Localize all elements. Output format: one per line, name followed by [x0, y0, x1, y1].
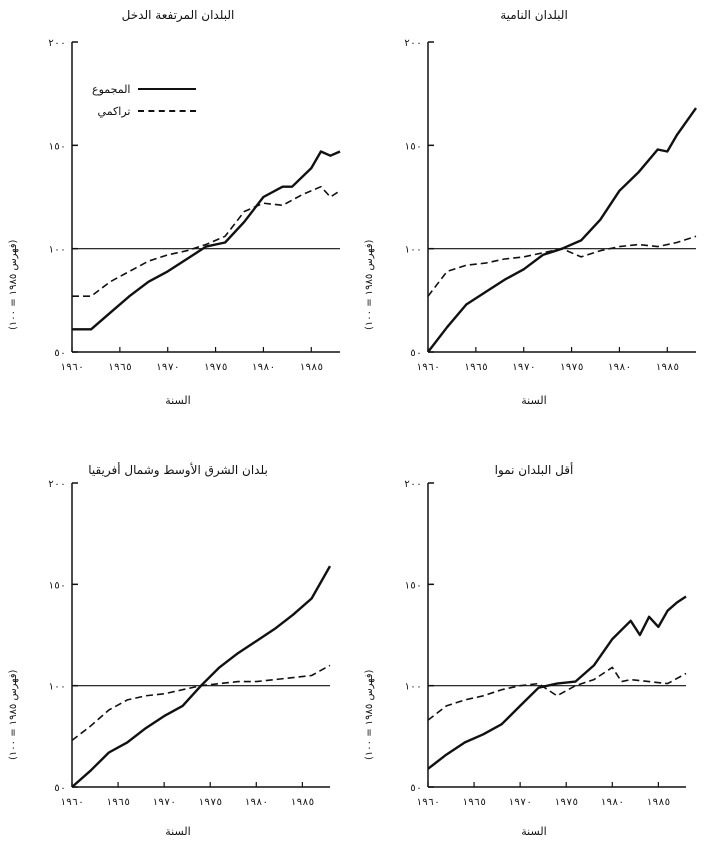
x-tick-label: ١٩٨٠: [600, 797, 624, 808]
chart-title: أقل البلدان نموا: [494, 463, 574, 477]
x-tick-label: ١٩٧٠: [152, 797, 176, 808]
x-tick-label: ١٩٧٥: [204, 362, 228, 373]
y-tick-label: ١٠٠: [48, 682, 66, 693]
y-tick-label: ١٥٠: [48, 141, 66, 152]
x-tick-label: ١٩٨٥: [655, 362, 679, 373]
x-tick-label: ١٩٦٠: [416, 362, 440, 373]
x-tick-label: ١٩٦٥: [108, 362, 132, 373]
x-axis-label: السنة: [521, 394, 547, 407]
x-tick-label: ١٩٧٥: [554, 797, 578, 808]
y-axis-label: (فهرس ١٩٨٥ = ١٠٠): [364, 669, 375, 760]
chart-title: بلدان الشرق الأوسط وشمال أفريقيا: [88, 463, 268, 477]
series-line-dashed: [71, 664, 331, 742]
chart-plot: ٥٠ ١٠٠ ١٥٠ ٢٠٠ ١٩٦٠ ١٩٦٥ ١٩٧٠ ١٩٧٥ ١٩٨٠ ١٩٨٥: [404, 38, 697, 373]
legend-label: المجموع: [92, 82, 131, 96]
x-tick-label: ١٩٦٠: [60, 797, 84, 808]
y-axis-label: (فهرس ١٩٨٥ = ١٠٠): [8, 239, 19, 330]
y-tick-label: ١٥٠: [404, 580, 422, 591]
x-tick-label: ١٩٧٠: [156, 362, 180, 373]
y-tick-label: ٢٠٠: [404, 38, 422, 49]
chart-panel-least-developed: أقل البلدان نموا (فهرس ١٩٨٥ = ١٠٠) ٥٠ ١٠٠…: [356, 425, 712, 850]
series-line-dashed: [427, 235, 697, 297]
x-tick-label: ١٩٨٠: [251, 362, 275, 373]
series-line-dashed: [427, 666, 687, 721]
x-tick-label: ١٩٧٠: [512, 362, 536, 373]
legend-swatch-solid: [138, 88, 197, 90]
y-tick-label: ٥٠: [54, 783, 66, 794]
y-tick-label: ١٠٠: [404, 245, 422, 256]
x-tick-label: ١٩٨٥: [299, 362, 323, 373]
x-tick-label: ١٩٦٠: [416, 797, 440, 808]
x-axis-label: السنة: [165, 825, 191, 838]
x-tick-label: ١٩٨٥: [290, 797, 314, 808]
legend-item-total: المجموع: [92, 78, 197, 100]
x-tick-label: ١٩٨٠: [244, 797, 268, 808]
x-tick-label: ١٩٨٥: [646, 797, 670, 808]
chart-title: البلدان النامية: [500, 8, 568, 22]
legend-item-dashed: تراكمي: [92, 100, 197, 122]
legend-label: تراكمي: [97, 104, 131, 118]
y-tick-label: ٢٠٠: [48, 38, 66, 49]
x-axis-label: السنة: [521, 825, 547, 838]
x-tick-label: ١٩٨٠: [607, 362, 631, 373]
x-axis-label: السنة: [165, 394, 191, 407]
x-tick-label: ١٩٧٥: [560, 362, 584, 373]
x-tick-label: ١٩٦٥: [462, 797, 486, 808]
chart-legend: المجموع تراكمي: [92, 78, 197, 122]
y-axis-label: (فهرس ١٩٨٥ = ١٠٠): [8, 669, 19, 760]
chart-plot: ٥٠ ١٠٠ ١٥٠ ٢٠٠ ١٩٦٠ ١٩٦٥ ١٩٧٠ ١٩٧٥ ١٩٨٠ ١٩٨٥: [48, 479, 332, 808]
y-tick-label: ١٠٠: [48, 245, 66, 256]
y-tick-label: ٢٠٠: [404, 479, 422, 490]
chart-plot: ٥٠ ١٠٠ ١٥٠ ٢٠٠ ١٩٦٠ ١٩٦٥ ١٩٧٠ ١٩٧٥ ١٩٨٠ ١٩٨٥: [48, 38, 341, 373]
series-line-total: [427, 595, 687, 770]
y-tick-label: ٥٠: [410, 348, 422, 359]
chart-title: البلدان المرتفعة الدخل: [121, 8, 235, 22]
x-tick-label: ١٩٦٠: [60, 362, 84, 373]
y-tick-label: ٥٠: [54, 348, 66, 359]
series-line-total: [72, 150, 341, 331]
x-tick-label: ١٩٧٥: [198, 797, 222, 808]
series-line-total: [427, 107, 697, 353]
x-tick-label: ١٩٦٥: [464, 362, 488, 373]
x-tick-label: ١٩٧٠: [508, 797, 532, 808]
chart-plot: ٥٠ ١٠٠ ١٥٠ ٢٠٠ ١٩٦٠ ١٩٦٥ ١٩٧٠ ١٩٧٥ ١٩٨٠ ١٩٨٥: [404, 479, 687, 808]
legend-swatch-dashed: [138, 110, 197, 112]
chart-panel-high-income: البلدان المرتفعة الدخل (فهرس ١٩٨٥ = ١٠٠)…: [0, 0, 356, 425]
series-line-dashed: [72, 185, 341, 298]
y-axis-label: (فهرس ١٩٨٥ = ١٠٠): [364, 239, 375, 330]
x-tick-label: ١٩٦٥: [106, 797, 130, 808]
y-tick-label: ٥٠: [410, 783, 422, 794]
y-tick-label: ٢٠٠: [48, 479, 66, 490]
chart-panel-developing: البلدان النامية (فهرس ١٩٨٥ = ١٠٠) ٥٠ ١٠٠ ١…: [356, 0, 712, 425]
series-line-total: [71, 565, 332, 788]
y-tick-label: ١٠٠: [404, 682, 422, 693]
y-tick-label: ١٥٠: [404, 141, 422, 152]
y-tick-label: ١٥٠: [48, 580, 66, 591]
chart-panel-mena: بلدان الشرق الأوسط وشمال أفريقيا (فهرس ١…: [0, 425, 356, 850]
